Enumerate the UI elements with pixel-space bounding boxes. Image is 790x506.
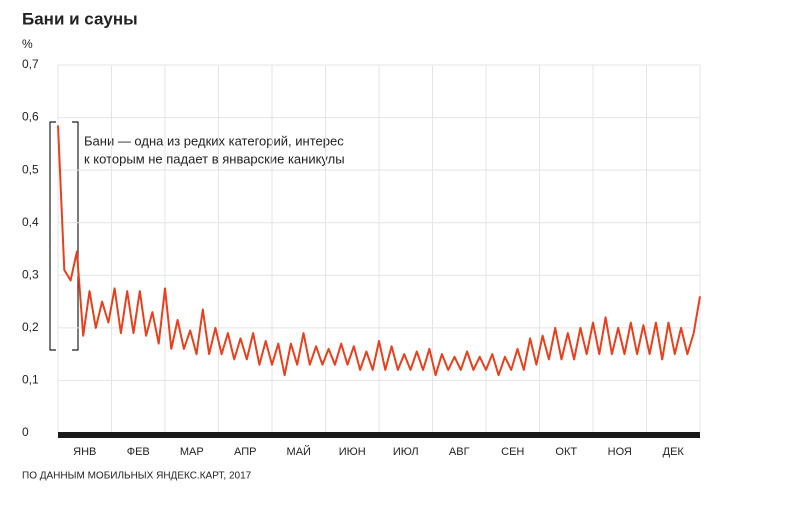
x-tick-label: ИЮН (339, 446, 366, 458)
data-line (57, 125, 701, 377)
annotation-bracket (49, 121, 79, 351)
x-tick-label: АПР (234, 446, 256, 458)
y-tick-label: 0 (22, 425, 29, 439)
x-tick-label: ИЮЛ (393, 446, 419, 458)
y-tick-label: 0,1 (22, 373, 39, 387)
source: ПО ДАННЫМ МОБИЛЬНЫХ ЯНДЕКС.КАРТ, 2017 (22, 471, 252, 482)
annotation: к которым не падает в январские каникулы (84, 151, 345, 166)
chart-title: Бани и сауны (22, 9, 138, 28)
x-tick-label: НОЯ (608, 446, 632, 458)
x-tick-label: МАЙ (287, 445, 311, 458)
y-tick-label: 0,2 (22, 320, 39, 334)
y-tick-label: 0,6 (22, 110, 39, 124)
annotation: Бани — одна из редких категорий, интерес (84, 133, 344, 148)
x-tick-label: ФЕВ (127, 446, 150, 458)
x-tick-label: СЕН (501, 446, 524, 458)
y-tick-label: 0,3 (22, 267, 39, 281)
x-axis-bar (58, 432, 700, 438)
x-tick-label: ОКТ (555, 446, 577, 458)
x-tick-label: МАР (180, 446, 204, 458)
y-tick-label: 0,7 (22, 57, 39, 71)
y-axis-label: % (22, 37, 33, 51)
y-tick-label: 0,5 (22, 162, 39, 176)
y-tick-label: 0,4 (22, 215, 39, 229)
x-tick-label: АВГ (449, 446, 470, 458)
x-tick-label: ЯНВ (73, 446, 96, 458)
x-tick-label: ДЕК (663, 446, 685, 458)
